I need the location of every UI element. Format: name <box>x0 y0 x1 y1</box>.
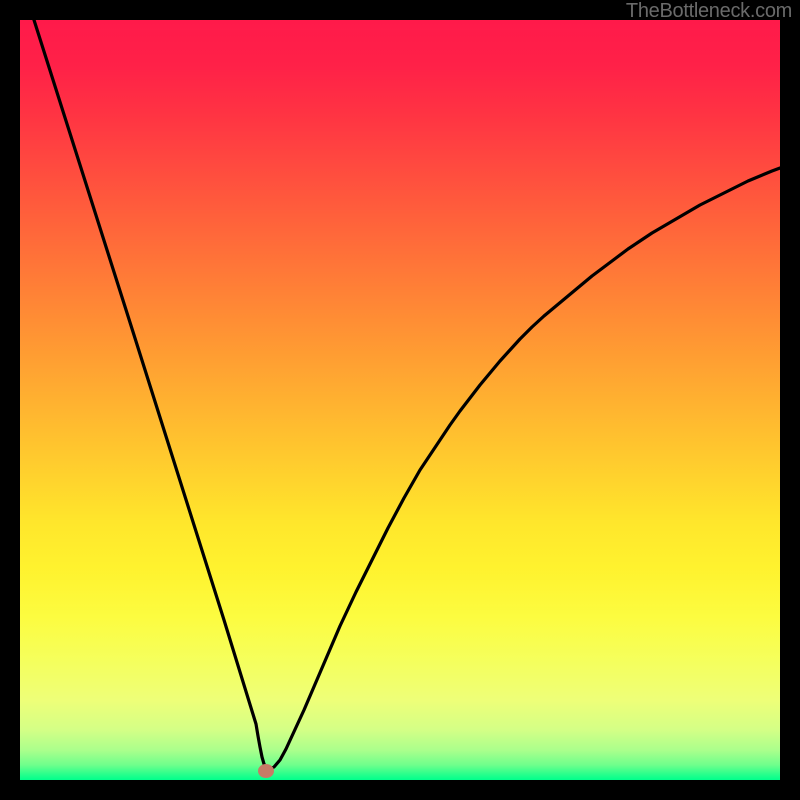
bottleneck-curve <box>34 20 780 770</box>
plot-area <box>20 20 780 780</box>
curve-layer <box>20 20 780 780</box>
optimum-marker <box>258 764 274 778</box>
watermark-text: TheBottleneck.com <box>626 0 792 23</box>
